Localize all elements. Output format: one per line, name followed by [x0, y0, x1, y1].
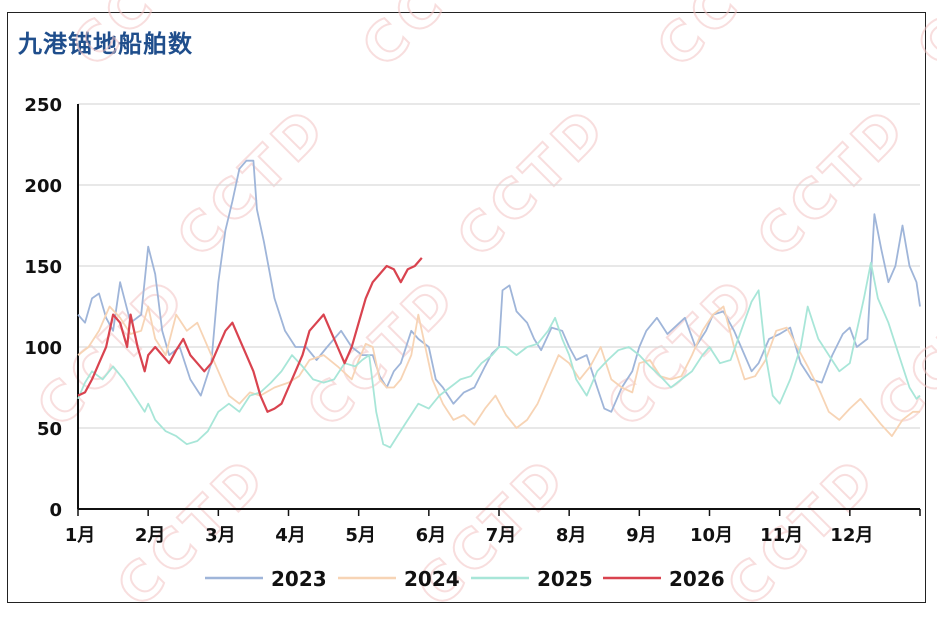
y-tick-label: 200: [24, 176, 62, 197]
watermark-text: CCTD: [645, 0, 820, 79]
series-line-2024: [77, 305, 920, 437]
watermark-text: CCTD: [165, 94, 340, 269]
chart-title: 九港锚地船舶数: [18, 30, 193, 58]
y-axis: 0 50 100 150 200 250: [24, 95, 79, 521]
legend: 2023 2024 2025 2026: [205, 567, 725, 591]
x-tick-label: 10月: [690, 525, 733, 546]
x-axis: 1月 2月 3月 4月 5月 6月 7月 8月 9月 10月 11月 12月: [65, 508, 921, 546]
x-tick-label: 4月: [275, 525, 306, 546]
legend-label-2026: 2026: [669, 567, 725, 591]
x-tick-label: 5月: [345, 525, 376, 546]
y-tick-label: 100: [24, 338, 62, 359]
watermark-text: CCTD: [350, 0, 525, 79]
x-tick-label: 8月: [556, 525, 587, 546]
x-tick-label: 9月: [626, 525, 657, 546]
legend-label-2025: 2025: [537, 567, 593, 591]
x-tick-label: 7月: [486, 525, 517, 546]
series-line-2026: [77, 257, 423, 413]
watermark-text: CCTD: [105, 444, 280, 617]
watermark-text: CCTD: [445, 94, 620, 269]
watermark-text: CCTD: [295, 264, 470, 439]
series-lines: [77, 159, 921, 449]
watermark-text: CCTD: [60, 0, 235, 79]
watermark-text: CCTD: [905, 0, 937, 79]
x-tick-label: 2月: [135, 525, 166, 546]
x-tick-label: 1月: [65, 525, 96, 546]
x-tick-label: 11月: [760, 525, 803, 546]
y-tick-label: 0: [49, 500, 62, 521]
grid-lines: [78, 103, 920, 429]
y-tick-label: 50: [37, 419, 62, 440]
legend-label-2023: 2023: [271, 567, 327, 591]
x-tick-label: 6月: [416, 525, 447, 546]
y-tick-label: 250: [24, 95, 62, 116]
watermark-text: CCTD: [745, 94, 920, 269]
series-line-2025: [77, 261, 921, 449]
y-tick-label: 150: [24, 257, 62, 278]
legend-label-2024: 2024: [404, 567, 460, 591]
x-tick-label: 12月: [830, 525, 873, 546]
x-tick-label: 3月: [205, 525, 236, 546]
